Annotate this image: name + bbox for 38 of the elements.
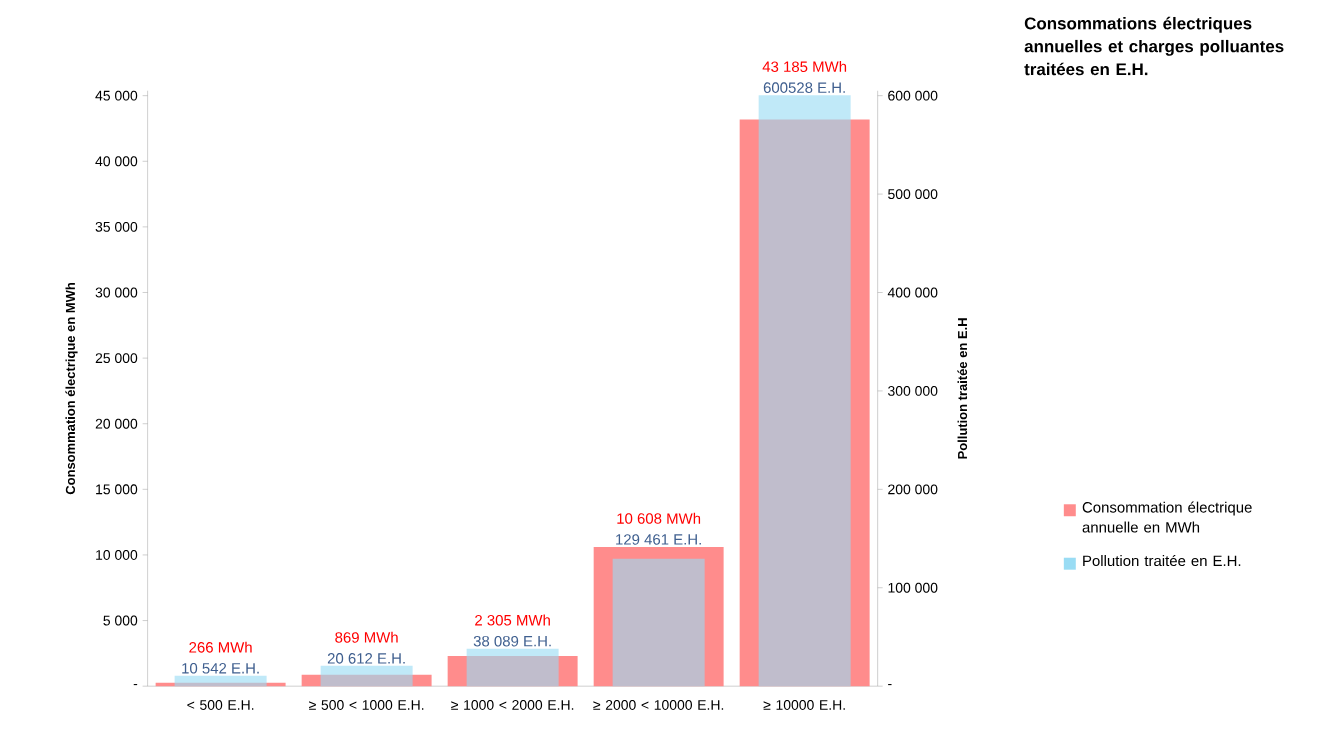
data-label: 38 089 E.H. [473, 635, 551, 647]
y-tick-label: 20 000 [95, 418, 138, 429]
y-tick-label: 45 000 [95, 90, 138, 101]
data-label: 266 MWh [189, 641, 252, 653]
y2-axis-title: Pollution traitée en E.H [957, 318, 968, 459]
y-tick-label: - [133, 684, 138, 686]
legend-label: Consommation électrique annuelle en MWh [1082, 501, 1252, 533]
data-label: 20 612 E.H. [327, 653, 405, 664]
y-tick-label: 25 000 [95, 353, 138, 364]
data-label: 869 MWh [335, 631, 398, 643]
bar [593, 546, 724, 687]
legend-label: Pollution traitée en E.H. [1083, 554, 1241, 567]
y-tick-label: 30 000 [95, 287, 138, 298]
y2-tick-label: 600 000 [888, 90, 938, 101]
y2-tick-label: 200 000 [888, 484, 938, 495]
data-label: 10 608 MWh [617, 512, 701, 524]
data-label: 600528 E.H. [763, 82, 845, 93]
x-tick-label: ≥ 2000 < 10000 E.H. [593, 699, 724, 710]
y2-tick-label: 100 000 [888, 582, 938, 593]
y2-tick-label: 300 000 [888, 385, 938, 396]
y2-tick-label: 500 000 [888, 189, 938, 200]
y2-tick-label: - [888, 684, 892, 686]
data-label: 2 305 MWh [475, 614, 550, 626]
y2-tick-label: 400 000 [887, 287, 938, 298]
y-tick-label: 40 000 [95, 156, 138, 167]
x-tick-label: ≥ 10000 E.H. [763, 699, 845, 710]
y-axis-title: Consommation électrique en MWh [65, 283, 78, 495]
y-tick-label: 5 000 [103, 615, 138, 626]
text: Consommations électriques annuelles et charges polluantes traitées en E.H. [1024, 16, 1284, 76]
y-tick-label: 15 000 [96, 484, 138, 495]
x-tick-label: < 500 E.H. [187, 699, 254, 710]
data-label: 129 461 E.H. [616, 534, 701, 545]
data-label: 43 185 MWh [762, 61, 847, 73]
data-label: 10 542 E.H. [182, 662, 259, 674]
x-tick-label: ≥ 1000 < 2000 E.H. [451, 699, 574, 710]
y-tick-label: 10 000 [96, 549, 138, 560]
y-tick-label: 35 000 [95, 221, 138, 232]
x-tick-label: ≥ 500 < 1000 E.H. [309, 699, 424, 710]
